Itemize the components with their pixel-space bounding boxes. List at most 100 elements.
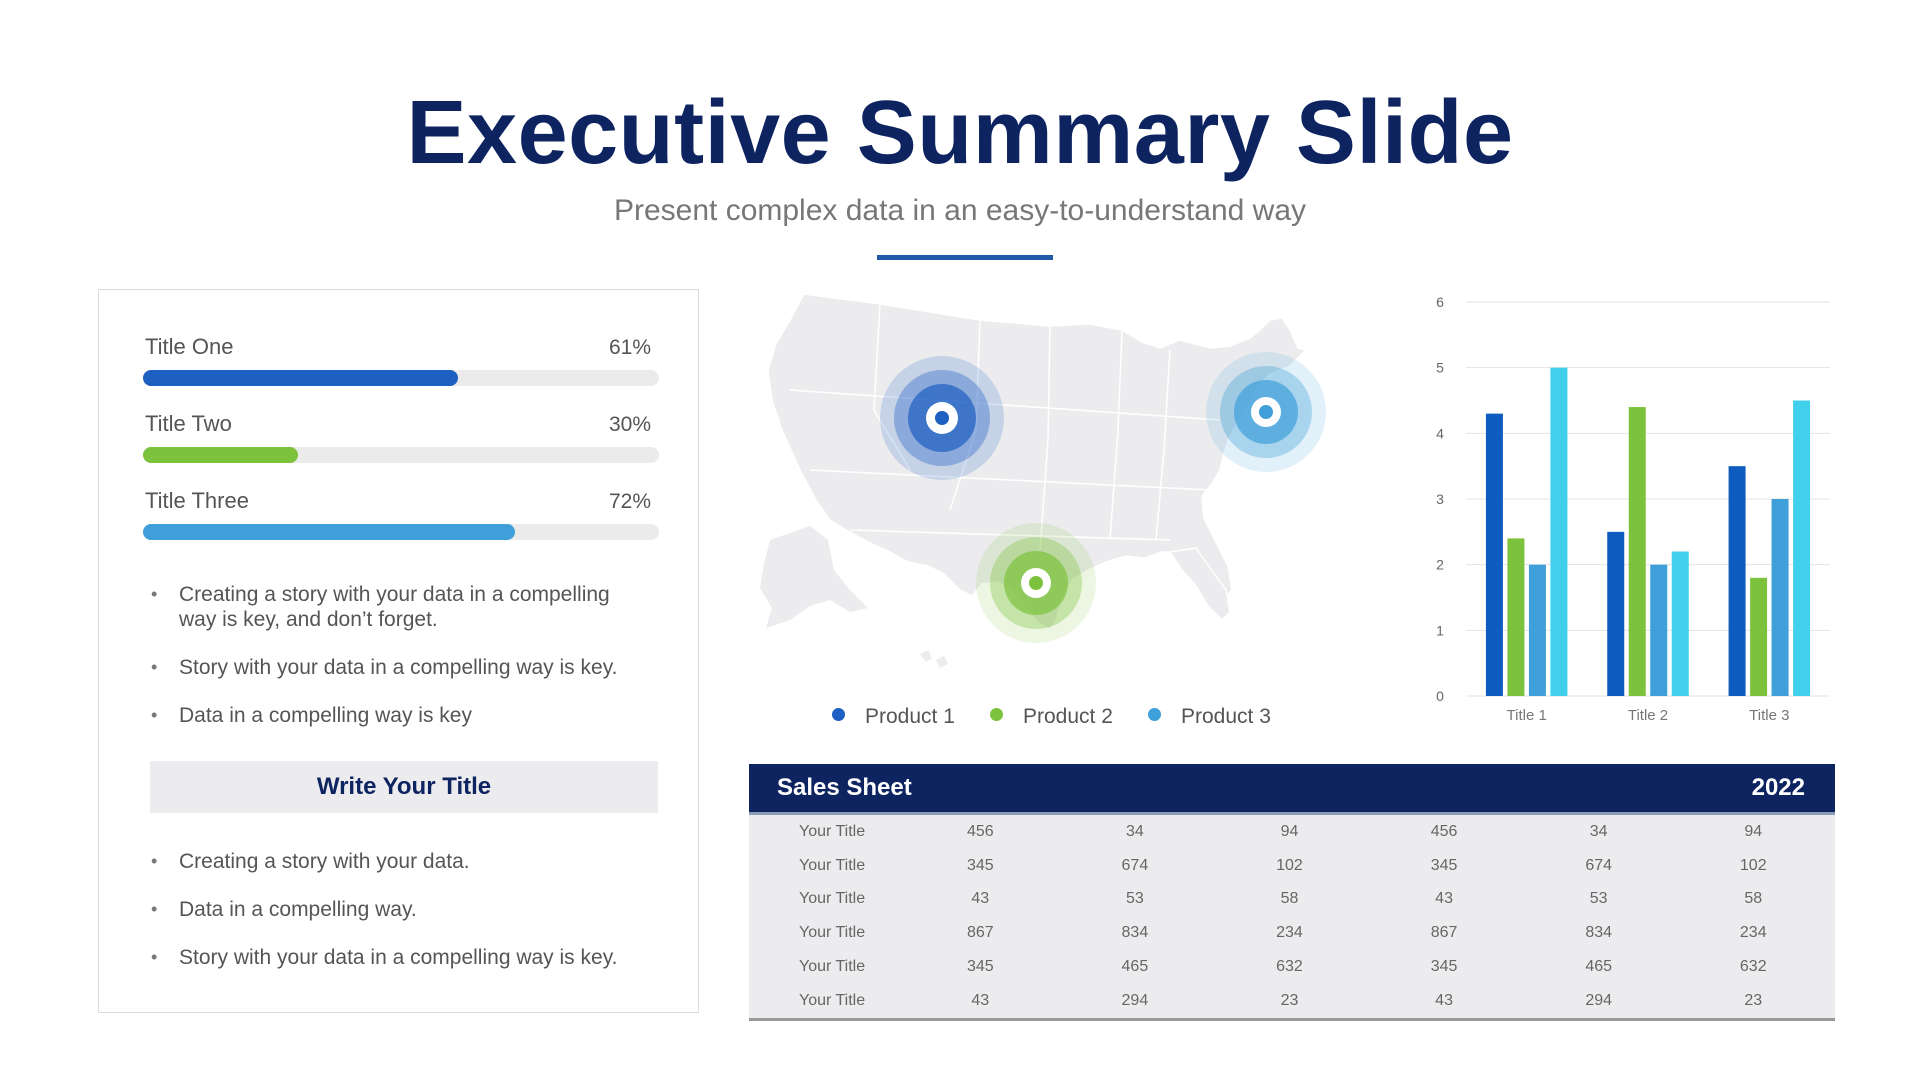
alaska-shape <box>760 526 868 628</box>
table-cell: 94 <box>1280 822 1299 840</box>
table-cell: 102 <box>1276 856 1303 874</box>
row-label: Your Title <box>799 822 866 840</box>
product-2-marker <box>976 523 1096 643</box>
y-tick-label: 6 <box>1436 294 1444 310</box>
table-cell: 345 <box>1430 856 1458 874</box>
table-cell: 94 <box>1744 822 1763 840</box>
table-cell: 234 <box>1739 924 1767 942</box>
table-cell: 53 <box>1125 890 1144 908</box>
legend-dot <box>990 708 1003 721</box>
bar <box>1728 466 1746 696</box>
legend-item-product-1: Product 1 <box>832 705 955 729</box>
bar <box>1671 551 1689 696</box>
progress-fill <box>143 524 515 540</box>
bullet-item: Creating a story with your data in a com… <box>149 582 649 632</box>
bar-chart: 0 1 2 3 4 5 6 Title 1 Title 2 Title 3 <box>1420 290 1840 740</box>
table-cell: 674 <box>1585 856 1613 874</box>
table-cell: 456 <box>966 822 994 840</box>
table-cell: 34 <box>1125 822 1144 840</box>
title-underline <box>877 255 1053 260</box>
sales-sheet-year: 2022 <box>1751 774 1805 801</box>
table-cell: 834 <box>1121 924 1149 942</box>
bullet-item: Creating a story with your data. <box>149 849 649 874</box>
y-tick-label: 5 <box>1436 360 1444 376</box>
progress-track <box>143 370 659 386</box>
summary-panel: Title One 61% Title Two 30% Title Three … <box>98 289 699 1013</box>
table-cell: 23 <box>1744 991 1763 1009</box>
table-cell: 345 <box>966 856 994 874</box>
table-cell: 58 <box>1744 890 1763 908</box>
table-cell: 345 <box>1430 958 1458 976</box>
table-cell: 345 <box>966 958 994 976</box>
table-cell: 102 <box>1739 856 1767 874</box>
table-cell: 43 <box>1435 890 1453 908</box>
legend-label: Product 2 <box>1023 705 1113 728</box>
table-cell: 465 <box>1121 958 1149 976</box>
row-label: Your Title <box>799 856 866 874</box>
y-tick-label: 0 <box>1436 688 1444 704</box>
florida-shape <box>1168 547 1231 622</box>
table-row: Your Title 345 674 102 345 674 102 <box>749 849 1835 883</box>
y-tick-label: 1 <box>1436 622 1444 638</box>
bar <box>1607 531 1625 696</box>
section-title: Write Your Title <box>316 773 492 800</box>
legend-item-product-3: Product 3 <box>1148 705 1271 729</box>
progress-percent: 30% <box>608 413 651 436</box>
progress-percent: 61% <box>608 336 651 359</box>
table-cell: 834 <box>1585 924 1613 942</box>
progress-label: Title Two <box>145 411 232 436</box>
bullet-item: Data in a compelling way is key <box>149 703 649 728</box>
table-cell: 43 <box>971 890 990 908</box>
legend-dot <box>832 708 845 721</box>
table-row: Your Title 867 834 234 867 834 234 <box>749 916 1835 950</box>
bullet-item: Story with your data in a compelling way… <box>149 655 649 680</box>
product-1-marker <box>880 356 1004 480</box>
sales-sheet: Sales Sheet 2022 Your Title 456 34 94 456 34 9… <box>749 764 1835 1021</box>
table-cell: 53 <box>1589 890 1608 908</box>
bar <box>1628 407 1646 696</box>
bullet-list-bottom: Creating a story with your data. Data in… <box>149 849 649 993</box>
bar <box>1507 538 1525 696</box>
bar <box>1771 499 1789 696</box>
table-cell: 294 <box>1121 991 1149 1009</box>
sales-sheet-header: Sales Sheet 2022 <box>749 764 1835 815</box>
progress-fill <box>143 447 298 463</box>
row-label: Your Title <box>799 924 866 942</box>
y-tick-label: 4 <box>1436 425 1444 441</box>
product-3-marker <box>1206 352 1326 472</box>
table-cell: 632 <box>1739 958 1767 976</box>
progress-track <box>143 524 659 540</box>
progress-fill <box>143 370 458 386</box>
bar <box>1485 413 1503 696</box>
progress-label: Title One <box>145 334 234 359</box>
bar <box>1750 577 1768 696</box>
table-row: Your Title 43 294 23 43 294 23 <box>749 984 1835 1018</box>
slide-subtitle: Present complex data in an easy-to-under… <box>613 194 1307 227</box>
table-cell: 43 <box>971 991 990 1009</box>
bar <box>1528 564 1546 696</box>
table-cell: 674 <box>1121 856 1149 874</box>
us-map <box>750 290 1370 690</box>
sales-sheet-body: Your Title 456 34 94 456 34 94 Your Title 345 674… <box>749 815 1835 1021</box>
table-row: Your Title 345 465 632 345 465 632 <box>749 950 1835 984</box>
table-cell: 867 <box>966 924 994 942</box>
table-cell: 867 <box>1430 924 1458 942</box>
legend-label: Product 3 <box>1181 705 1271 728</box>
section-title-box: Write Your Title <box>150 761 658 813</box>
table-cell: 456 <box>1430 822 1458 840</box>
table-cell: 234 <box>1276 924 1303 942</box>
table-cell: 294 <box>1585 991 1613 1009</box>
bar <box>1650 564 1668 696</box>
y-tick-label: 2 <box>1436 557 1444 573</box>
table-cell: 465 <box>1585 958 1613 976</box>
x-tick-label: Title 3 <box>1749 707 1789 724</box>
x-tick-label: Title 2 <box>1628 707 1668 724</box>
slide-title: Executive Summary Slide <box>406 83 1514 183</box>
table-cell: 632 <box>1276 958 1303 976</box>
progress-percent: 72% <box>608 490 651 513</box>
table-cell: 23 <box>1280 991 1299 1009</box>
progress-track <box>143 447 659 463</box>
row-label: Your Title <box>799 958 866 976</box>
hawaii-shape <box>920 650 948 668</box>
us-map-graphic <box>760 293 1326 668</box>
